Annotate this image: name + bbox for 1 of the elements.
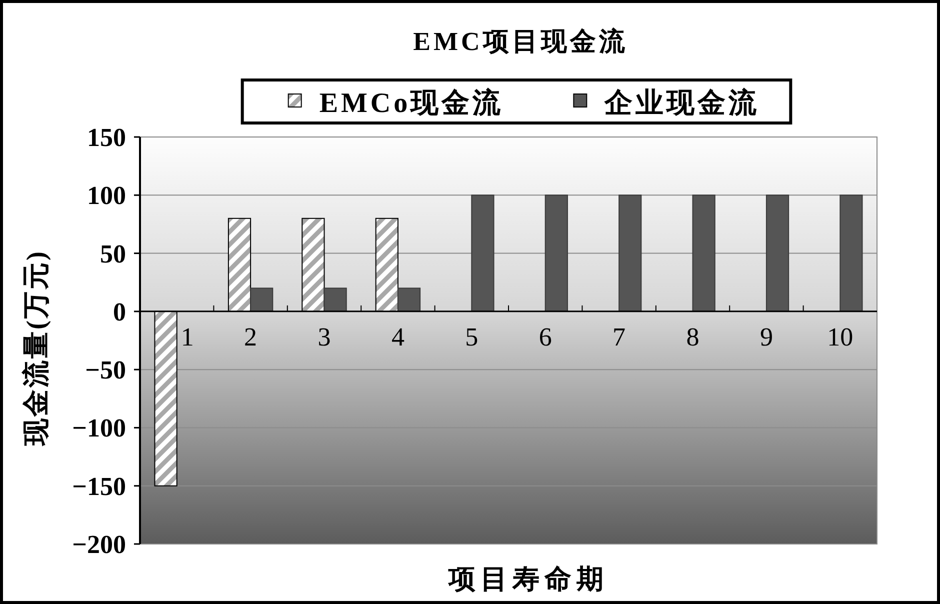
title: EMC项目现金流 bbox=[413, 27, 628, 56]
